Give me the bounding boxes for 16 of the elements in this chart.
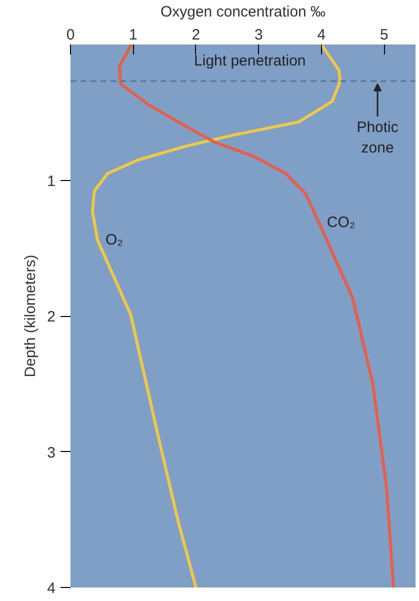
y-tick-label: 2: [47, 308, 56, 326]
y-tick-label: 3: [47, 444, 56, 462]
x-tick-label: 0: [66, 26, 75, 44]
x-tick-label: 2: [192, 26, 200, 44]
y-tick-label: 1: [47, 172, 56, 190]
series-label: O₂: [105, 231, 124, 248]
x-tick-label: 4: [317, 26, 326, 44]
x-tick-label: 3: [254, 26, 263, 44]
x-tick-label: 1: [129, 26, 138, 44]
y-tick-label: 4: [47, 580, 56, 597]
series-label: CO₂: [326, 214, 356, 231]
y-axis-title: Depth (kilometers): [22, 254, 40, 378]
annotation: Light penetration: [194, 52, 306, 70]
ref-line-label: Photic zone: [356, 119, 399, 157]
x-axis-title: Oxygen concentration ‰: [160, 4, 326, 20]
x-tick-label: 5: [380, 26, 388, 44]
